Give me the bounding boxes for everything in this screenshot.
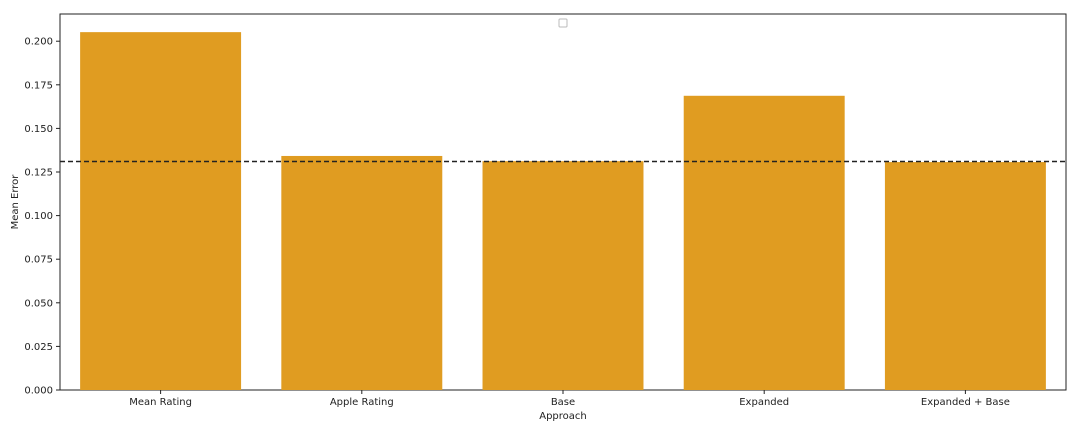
bar	[683, 95, 845, 390]
y-ticks-group: 0.000 0.025 0.050 0.075 0.100 0.125 0.150 0.175…	[24, 37, 60, 397]
y-tick-label: 0.150	[24, 124, 53, 135]
x-tick-label: Base	[551, 397, 575, 408]
bar	[80, 32, 242, 390]
y-tick-label: 0.200	[24, 37, 53, 48]
y-tick-label: 0.025	[24, 342, 53, 353]
x-tick-label: Expanded + Base	[921, 397, 1010, 408]
x-tick-label: Apple Rating	[330, 397, 394, 408]
y-tick-label: 0.100	[24, 211, 53, 222]
bar	[884, 162, 1046, 390]
bar	[482, 161, 644, 390]
y-tick-label: 0.125	[24, 168, 53, 179]
x-tick-label: Expanded	[739, 397, 789, 408]
y-tick-label: 0.175	[24, 80, 53, 91]
x-axis-label: Approach	[539, 411, 587, 422]
bars-group	[80, 32, 1046, 390]
bar	[281, 155, 443, 390]
x-ticks-group: Mean Rating Apple Rating Base Expanded Expan…	[129, 390, 1010, 408]
y-tick-label: 0.075	[24, 255, 53, 266]
y-axis-label: Mean Error	[10, 174, 21, 230]
empty-legend-box[interactable]	[558, 18, 568, 28]
y-tick-label: 0.000	[24, 386, 53, 397]
y-tick-label: 0.050	[24, 298, 53, 309]
x-tick-label: Mean Rating	[129, 397, 192, 408]
